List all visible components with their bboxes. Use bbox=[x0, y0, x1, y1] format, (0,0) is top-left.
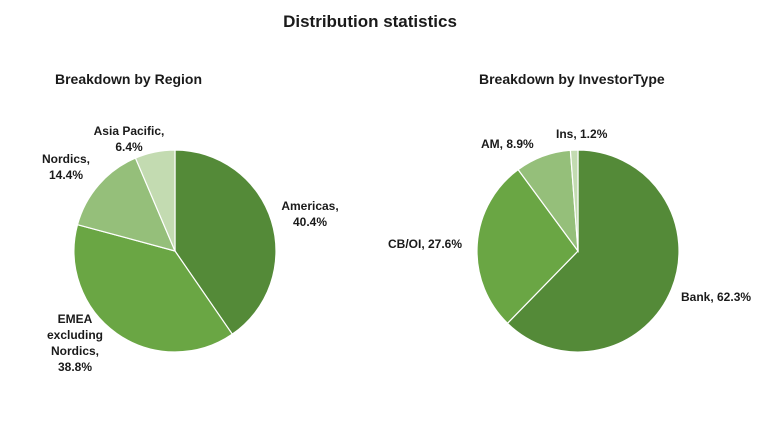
region-label-asia-pacific: Asia Pacific, 6.4% bbox=[94, 124, 165, 154]
region-label-americas: Americas, 40.4% bbox=[281, 199, 338, 229]
investor-label-am: AM, 8.9% bbox=[481, 137, 534, 151]
region-slice-asia-pacific bbox=[134, 149, 176, 252]
region-slice-emea-excluding-nordics bbox=[73, 223, 234, 353]
investor-label-bank: Bank, 62.3% bbox=[681, 290, 751, 304]
region-pie: Americas, 40.4% EMEA excluding Nordics, 38.8%… bbox=[42, 124, 339, 374]
region-label-nordics: Nordics, 14.4% bbox=[42, 152, 90, 182]
investor-slice-bank bbox=[506, 149, 680, 353]
region-chart-title: Breakdown by Region bbox=[55, 71, 203, 87]
region-slice-americas bbox=[174, 149, 277, 336]
investor-label-ins: Ins, 1.2% bbox=[556, 127, 608, 141]
region-label-emea-excluding-nordics: EMEA excluding Nordics, 38.8% bbox=[47, 312, 103, 374]
investor-slice-cb-oi bbox=[476, 168, 579, 325]
investor-chart-title: Breakdown by InvestorType bbox=[479, 71, 665, 87]
page-title: Distribution statistics bbox=[283, 12, 457, 31]
investor-label-cb-oi: CB/OI, 27.6% bbox=[388, 237, 462, 251]
investor-pie: Bank, 62.3% CB/OI, 27.6% AM, 8.9% Ins, 1.2% bbox=[388, 127, 751, 353]
region-slice-nordics bbox=[76, 157, 177, 252]
investor-slice-ins bbox=[569, 149, 579, 252]
